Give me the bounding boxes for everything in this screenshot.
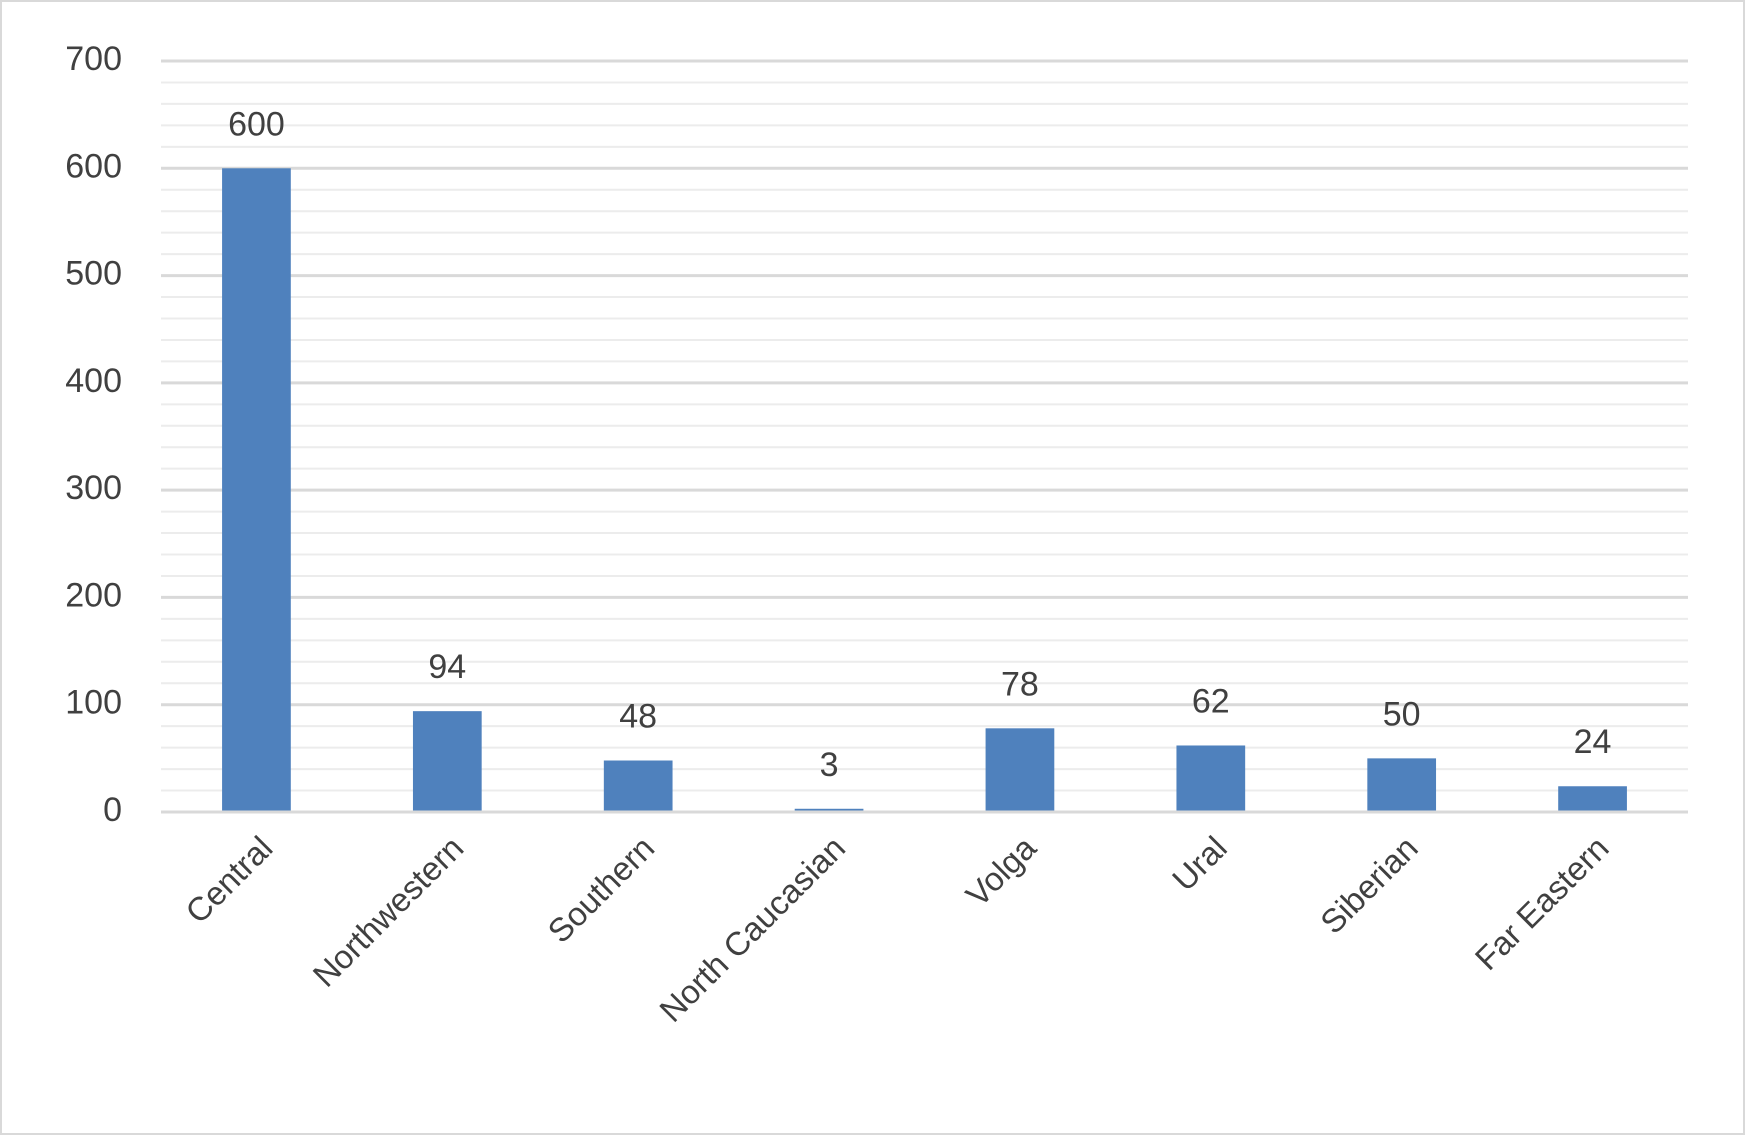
bar (222, 168, 291, 813)
y-tick-label: 500 (65, 255, 122, 293)
bar (794, 808, 864, 812)
data-label: 62 (1192, 682, 1230, 720)
y-tick-label: 200 (65, 576, 122, 614)
bar (1367, 758, 1437, 812)
data-label: 48 (619, 697, 657, 735)
data-label: 24 (1574, 723, 1612, 761)
y-tick-label: 400 (65, 362, 122, 400)
bar (412, 711, 482, 812)
y-tick-label: 100 (65, 684, 122, 722)
bar (1558, 786, 1627, 812)
data-label: 78 (1001, 665, 1039, 703)
bar (1176, 745, 1246, 812)
bar (985, 728, 1055, 812)
data-label: 50 (1383, 695, 1421, 733)
y-tick-label: 600 (65, 147, 122, 185)
data-label: 600 (228, 105, 285, 143)
y-tick-label: 700 (65, 40, 122, 78)
data-label: 94 (428, 648, 466, 686)
y-tick-label: 0 (103, 791, 122, 829)
data-label: 3 (820, 746, 839, 784)
bar (603, 760, 673, 812)
y-tick-label: 300 (65, 469, 122, 507)
